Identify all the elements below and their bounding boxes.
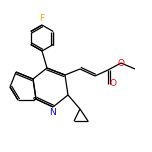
Text: O: O bbox=[109, 79, 116, 88]
Text: O: O bbox=[117, 59, 124, 67]
Text: F: F bbox=[39, 14, 45, 23]
Text: N: N bbox=[50, 108, 56, 117]
